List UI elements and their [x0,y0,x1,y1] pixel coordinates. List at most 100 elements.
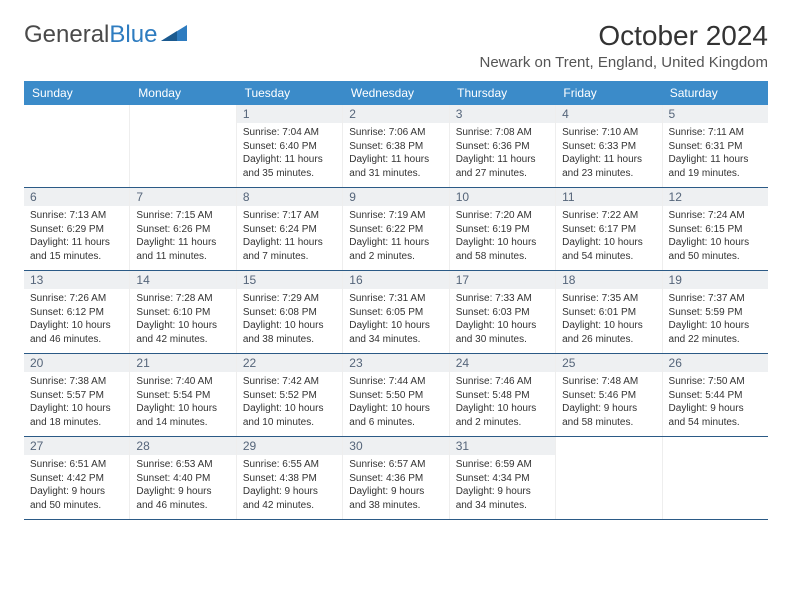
day-details: Sunrise: 7:37 AMSunset: 5:59 PMDaylight:… [669,292,762,346]
day-number: 8 [237,188,342,206]
day-number: 17 [450,271,555,289]
calendar-day: 18Sunrise: 7:35 AMSunset: 6:01 PMDayligh… [556,271,662,353]
header: GeneralBlue October 2024 Newark on Trent… [24,20,768,71]
calendar-day-empty [556,437,662,519]
calendar-day: 9Sunrise: 7:19 AMSunset: 6:22 PMDaylight… [343,188,449,270]
day-details: Sunrise: 7:29 AMSunset: 6:08 PMDaylight:… [243,292,336,346]
calendar-day: 19 Sunrise: 7:37 AMSunset: 5:59 PMDayligh… [663,271,768,353]
day-details: Sunrise: 7:50 AMSunset: 5:44 PMDaylight:… [669,375,762,429]
day-number: 13 [24,271,129,289]
day-details: Sunrise: 7:11 AMSunset: 6:31 PMDaylight:… [669,126,762,180]
calendar-day: 14 Sunrise: 7:28 AMSunset: 6:10 PMDayligh… [130,271,236,353]
day-number: 24 [450,354,555,372]
calendar-day: 2 Sunrise: 7:06 AMSunset: 6:38 PMDaylight… [343,105,449,187]
calendar-day: 6Sunrise: 7:13 AMSunset: 6:29 PMDaylight… [24,188,130,270]
day-details: Sunrise: 7:28 AMSunset: 6:10 PMDaylight:… [136,292,229,346]
day-number: 23 [343,354,448,372]
day-number: 21 [130,354,235,372]
calendar-day: 27 Sunrise: 6:51 AMSunset: 4:42 PMDayligh… [24,437,130,519]
calendar-day: 5 Sunrise: 7:11 AMSunset: 6:31 PMDaylight… [663,105,768,187]
day-details: Sunrise: 6:59 AMSunset: 4:34 PMDaylight:… [456,458,549,512]
calendar-day: 15 Sunrise: 7:29 AMSunset: 6:08 PMDayligh… [237,271,343,353]
calendar-day: 13 Sunrise: 7:26 AMSunset: 6:12 PMDayligh… [24,271,130,353]
weekday-header: Monday [130,81,236,105]
logo-text-1: General [24,21,109,49]
calendar-day: 3 Sunrise: 7:08 AMSunset: 6:36 PMDaylight… [450,105,556,187]
day-details: Sunrise: 7:22 AMSunset: 6:17 PMDaylight:… [562,209,655,263]
day-number: 22 [237,354,342,372]
logo-text-2: Blue [109,21,157,49]
weekday-header: Friday [555,81,661,105]
day-number: 31 [450,437,555,455]
day-number: 15 [237,271,342,289]
day-details: Sunrise: 7:19 AMSunset: 6:22 PMDaylight:… [349,209,442,263]
calendar-week: 27 Sunrise: 6:51 AMSunset: 4:42 PMDayligh… [24,437,768,520]
calendar-week: 20Sunrise: 7:38 AMSunset: 5:57 PMDayligh… [24,354,768,437]
day-details: Sunrise: 7:24 AMSunset: 6:15 PMDaylight:… [669,209,762,263]
day-details: Sunrise: 7:17 AMSunset: 6:24 PMDaylight:… [243,209,336,263]
calendar-day: 17 Sunrise: 7:33 AMSunset: 6:03 PMDayligh… [450,271,556,353]
day-number: 1 [237,105,342,123]
calendar-day: 31 Sunrise: 6:59 AMSunset: 4:34 PMDayligh… [450,437,556,519]
day-number: 19 [663,271,768,289]
calendar-day: 12Sunrise: 7:24 AMSunset: 6:15 PMDayligh… [663,188,768,270]
logo-triangle-icon [161,22,187,50]
calendar-day: 22Sunrise: 7:42 AMSunset: 5:52 PMDayligh… [237,354,343,436]
calendar-day: 25 Sunrise: 7:48 AMSunset: 5:46 PMDayligh… [556,354,662,436]
weekday-header: Thursday [449,81,555,105]
day-number: 3 [450,105,555,123]
day-details: Sunrise: 7:15 AMSunset: 6:26 PMDaylight:… [136,209,229,263]
day-number: 11 [556,188,661,206]
calendar-day: 26 Sunrise: 7:50 AMSunset: 5:44 PMDayligh… [663,354,768,436]
calendar-day: 23 Sunrise: 7:44 AMSunset: 5:50 PMDayligh… [343,354,449,436]
calendar-day-empty [663,437,768,519]
title-block: October 2024 Newark on Trent, England, U… [480,20,769,71]
calendar-day: 1 Sunrise: 7:04 AMSunset: 6:40 PMDaylight… [237,105,343,187]
calendar-day: 21 Sunrise: 7:40 AMSunset: 5:54 PMDayligh… [130,354,236,436]
day-details: Sunrise: 7:33 AMSunset: 6:03 PMDaylight:… [456,292,549,346]
day-number: 5 [663,105,768,123]
day-number: 26 [663,354,768,372]
calendar-body: 1 Sunrise: 7:04 AMSunset: 6:40 PMDaylight… [24,105,768,520]
day-details: Sunrise: 7:10 AMSunset: 6:33 PMDaylight:… [562,126,655,180]
day-number: 2 [343,105,448,123]
day-number: 25 [556,354,661,372]
day-number: 30 [343,437,448,455]
day-details: Sunrise: 7:06 AMSunset: 6:38 PMDaylight:… [349,126,442,180]
day-details: Sunrise: 7:04 AMSunset: 6:40 PMDaylight:… [243,126,336,180]
day-details: Sunrise: 7:40 AMSunset: 5:54 PMDaylight:… [136,375,229,429]
weekday-header: Tuesday [237,81,343,105]
day-number: 29 [237,437,342,455]
calendar-day: 7Sunrise: 7:15 AMSunset: 6:26 PMDaylight… [130,188,236,270]
weekday-header: Wednesday [343,81,449,105]
logo: GeneralBlue [24,20,187,50]
day-details: Sunrise: 6:53 AMSunset: 4:40 PMDaylight:… [136,458,229,512]
calendar-day: 20Sunrise: 7:38 AMSunset: 5:57 PMDayligh… [24,354,130,436]
day-details: Sunrise: 7:13 AMSunset: 6:29 PMDaylight:… [30,209,123,263]
day-details: Sunrise: 7:31 AMSunset: 6:05 PMDaylight:… [349,292,442,346]
day-number: 14 [130,271,235,289]
calendar-day: 11 Sunrise: 7:22 AMSunset: 6:17 PMDayligh… [556,188,662,270]
calendar-day: 24 Sunrise: 7:46 AMSunset: 5:48 PMDayligh… [450,354,556,436]
day-number: 16 [343,271,448,289]
weekday-header: Sunday [24,81,130,105]
day-details: Sunrise: 7:35 AMSunset: 6:01 PMDaylight:… [562,292,655,346]
day-details: Sunrise: 7:44 AMSunset: 5:50 PMDaylight:… [349,375,442,429]
day-details: Sunrise: 7:08 AMSunset: 6:36 PMDaylight:… [456,126,549,180]
day-details: Sunrise: 7:48 AMSunset: 5:46 PMDaylight:… [562,375,655,429]
calendar-day-empty [24,105,130,187]
calendar-day: 8 Sunrise: 7:17 AMSunset: 6:24 PMDaylight… [237,188,343,270]
day-details: Sunrise: 6:51 AMSunset: 4:42 PMDaylight:… [30,458,123,512]
day-number: 27 [24,437,129,455]
day-details: Sunrise: 7:38 AMSunset: 5:57 PMDaylight:… [30,375,123,429]
calendar-week: 6Sunrise: 7:13 AMSunset: 6:29 PMDaylight… [24,188,768,271]
day-details: Sunrise: 7:46 AMSunset: 5:48 PMDaylight:… [456,375,549,429]
calendar-day: 28Sunrise: 6:53 AMSunset: 4:40 PMDayligh… [130,437,236,519]
calendar-day: 16 Sunrise: 7:31 AMSunset: 6:05 PMDayligh… [343,271,449,353]
calendar-day: 4Sunrise: 7:10 AMSunset: 6:33 PMDaylight… [556,105,662,187]
day-details: Sunrise: 7:26 AMSunset: 6:12 PMDaylight:… [30,292,123,346]
location-text: Newark on Trent, England, United Kingdom [480,54,769,71]
day-details: Sunrise: 6:57 AMSunset: 4:36 PMDaylight:… [349,458,442,512]
day-number: 10 [450,188,555,206]
weekday-header: Saturday [662,81,768,105]
